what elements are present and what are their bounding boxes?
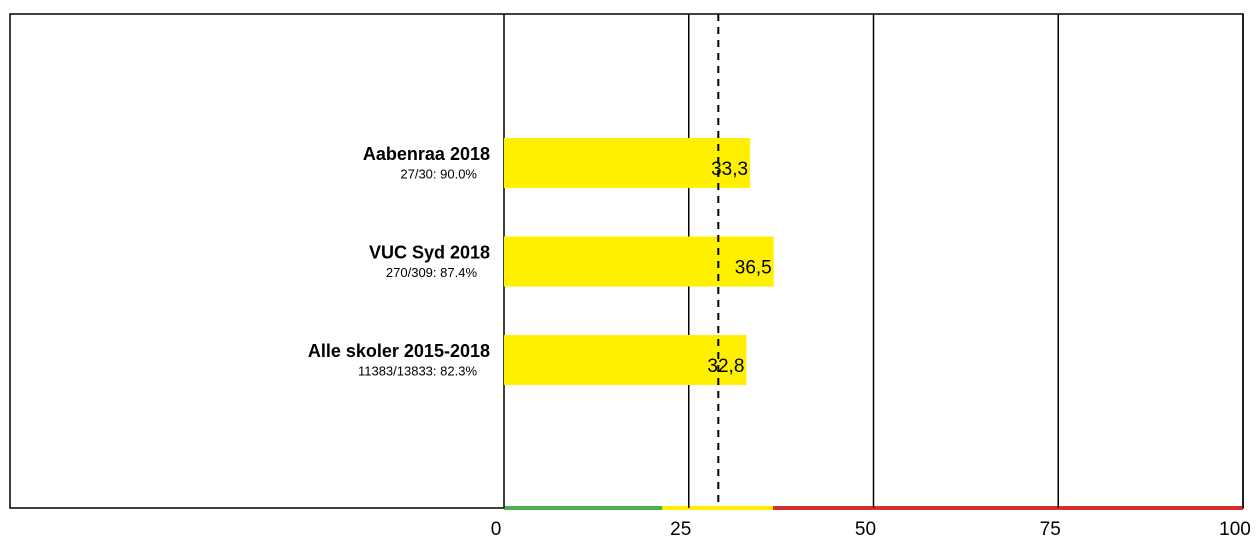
category-subtitle: 11383/13833: 82.3% — [358, 363, 477, 378]
bar — [504, 138, 751, 188]
category-label: VUC Syd 2018 — [369, 242, 490, 262]
bar — [504, 236, 774, 287]
value-label: 32,8 — [707, 356, 744, 377]
x-tick-label: 100 — [1219, 519, 1251, 539]
value-label: 36,5 — [735, 258, 772, 279]
category-label: Alle skoler 2015-2018 — [308, 341, 490, 361]
category-subtitle: 27/30: 90.0% — [400, 166, 477, 181]
bar — [504, 335, 747, 385]
x-tick-label: 50 — [855, 519, 876, 539]
x-tick-label: 25 — [670, 519, 691, 539]
scale-band — [662, 506, 773, 510]
category-label: Aabenraa 2018 — [363, 144, 490, 164]
value-label: 33,3 — [711, 159, 748, 180]
x-tick-label: 75 — [1040, 519, 1061, 539]
scale-band — [504, 506, 663, 510]
scale-band — [772, 506, 1243, 510]
x-tick-label: 0 — [491, 519, 502, 539]
category-subtitle: 270/309: 87.4% — [386, 265, 478, 280]
